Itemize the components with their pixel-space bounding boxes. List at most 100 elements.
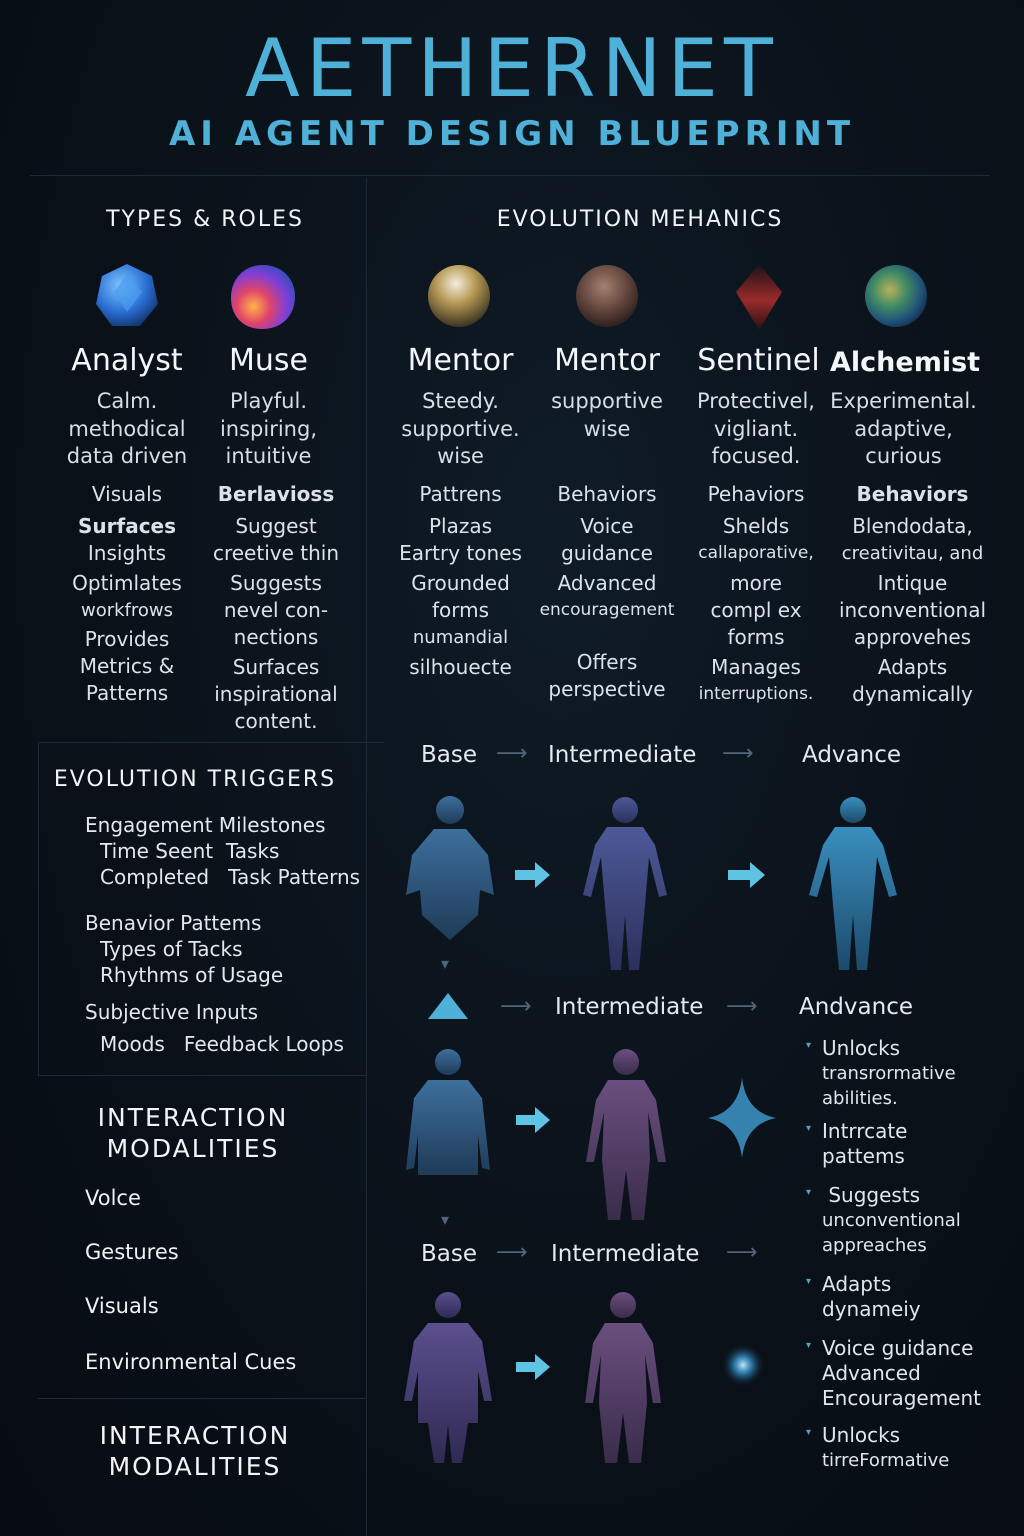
triggers-group-1: Engagement Milestones Time Seent Tasks C… <box>85 812 360 890</box>
interaction-modalities-footer: INTERACTION MODALITIES <box>50 1420 340 1482</box>
bullet-dot-icon: ▾ <box>806 1340 812 1351</box>
list-item: Suggest <box>235 514 317 538</box>
left-divider-1 <box>38 742 384 743</box>
modality-environmental-cues: Environmental Cues <box>85 1350 297 1374</box>
arrow-down-icon: ▾ <box>441 1210 450 1229</box>
figure-intermediate-2 <box>586 1049 666 1220</box>
alchemist-name: Alchemist <box>830 347 981 378</box>
bullet-line: unconventional <box>822 1210 961 1231</box>
list-item: forms <box>727 625 785 649</box>
sentinel-name: Sentinel <box>697 343 820 378</box>
list-item: more <box>730 571 782 595</box>
list-item: creativitau, and <box>841 543 984 564</box>
figure-base-3 <box>404 1292 492 1463</box>
list-item: Pattrens <box>419 482 502 506</box>
bullet-item: ▾ Voice guidance Advanced Encouragement <box>806 1336 1016 1411</box>
bullet-line: appreaches <box>822 1235 927 1256</box>
arrow-right-icon: ⟶ <box>500 994 532 1019</box>
types-roles-heading: TYPES & ROLES <box>106 207 304 232</box>
stage-advance-2: Andvance <box>799 994 913 1020</box>
silhouettes-diagram <box>404 796 897 1463</box>
bullet-line: Unlocks <box>822 1423 901 1447</box>
stage-base-3: Base <box>421 1241 478 1267</box>
trigger-line: Types of Tacks <box>100 937 243 961</box>
list-item: Plazas <box>428 514 493 538</box>
bullet-line: transrormative <box>822 1063 956 1084</box>
triggers-group-3: Subjective Inputs Moods Feedback Loops <box>85 999 344 1057</box>
list-item: callaporative, <box>698 543 814 563</box>
arrow-right-icon: ⟶ <box>722 741 754 766</box>
evolution-mechanics-heading: EVOLUTION MEHANICS <box>496 207 784 232</box>
list-item: Optimlates <box>72 571 182 595</box>
trait-line: Experimental. <box>830 389 977 413</box>
list-item: Grounded <box>411 571 510 595</box>
bullet-dot-icon: ▾ <box>806 1427 812 1438</box>
list-item: Metrics & <box>79 654 175 678</box>
list-item: Voice <box>580 514 634 538</box>
list-item: Adapts <box>877 655 948 679</box>
trait-line: wise <box>583 416 631 441</box>
rainbow-nebula-orb-icon <box>231 265 296 329</box>
list-item: Visuals <box>91 482 163 506</box>
green-nebula-orb-icon <box>865 265 927 327</box>
list-item: inspirational <box>214 682 338 706</box>
list-item: Advanced <box>557 571 657 595</box>
figure-intermediate <box>583 797 667 970</box>
arrow-down-icon: ▾ <box>441 954 450 973</box>
bronze-orb-icon <box>576 265 638 327</box>
list-item: content. <box>234 709 318 733</box>
bullet-line: Adapts <box>822 1272 892 1296</box>
bullet-line: Advanced <box>822 1361 921 1385</box>
stage-intermediate-3: Intermediate <box>551 1241 700 1267</box>
header-divider <box>30 175 990 176</box>
bullet-item: ▾ Unlocks transrormative abilities. <box>806 1036 1016 1111</box>
trait-line: vigliant. <box>713 416 799 441</box>
page-title: AETHERNET <box>245 22 779 115</box>
arrow-right-icon: ⟶ <box>726 994 758 1019</box>
red-crystal-orb-icon <box>736 264 782 330</box>
bullet-line: abilities. <box>822 1088 898 1109</box>
arrow-right-icon: ⟶ <box>496 1240 528 1265</box>
list-item: encouragement <box>539 600 675 620</box>
trait-line: Protectivel, <box>697 389 815 413</box>
trigger-title: Engagement Milestones <box>85 813 326 837</box>
modality-voice: Volce <box>85 1186 141 1210</box>
analyst-traits: Calm. methodical data driven <box>52 388 202 471</box>
list-item: Offers <box>576 650 638 674</box>
stage-intermediate-2: Intermediate <box>555 994 704 1020</box>
heading-line: INTERACTION <box>97 1103 289 1132</box>
list-item: Eartry tones <box>399 541 522 565</box>
bullet-line: dynameiy <box>822 1297 921 1321</box>
mentor-2-items: Behaviors Voice guidance Advanced encour… <box>532 481 682 703</box>
trait-line: Calm. <box>96 389 158 413</box>
list-item: Surfaces <box>232 655 320 679</box>
mentor-1-traits: Steedy. supportive. wise <box>388 388 533 471</box>
sentinel-items: Pehaviors Shelds callaporative, more com… <box>686 481 826 708</box>
list-item: creetive thin <box>212 541 340 565</box>
triggers-group-2: Benavior Pattems Types of Tacks Rhythms … <box>85 910 283 988</box>
trait-line: intuitive <box>225 444 312 468</box>
mentor-1-items: Pattrens Plazas Eartry tones Grounded fo… <box>388 481 533 681</box>
bullet-line: Voice guidance <box>822 1336 974 1360</box>
trigger-line: Time Seent Tasks <box>100 839 280 863</box>
arrow-right-icon <box>516 1354 550 1380</box>
page-subtitle: AI AGENT DESIGN BLUEPRINT <box>168 114 856 154</box>
bullet-item: ▾ Suggests unconventional appreaches <box>806 1183 1016 1258</box>
muse-traits: Playful. inspiring, intuitive <box>196 388 341 471</box>
list-item: Insights <box>87 541 167 565</box>
list-item: nevel con- <box>223 598 329 622</box>
bullet-dot-icon: ▾ <box>806 1040 812 1051</box>
stage-advance-1: Advance <box>802 742 902 768</box>
muse-name: Muse <box>229 343 308 378</box>
list-item: Pehaviors <box>707 482 805 506</box>
figure-intermediate-3 <box>585 1292 661 1463</box>
trait-line: inspiring, <box>219 416 318 441</box>
list-item: silhouecte <box>409 655 512 679</box>
bullet-line: Suggests <box>822 1183 921 1207</box>
bullet-dot-icon: ▾ <box>806 1187 812 1198</box>
list-item: Provides <box>84 627 170 651</box>
bullet-dot-icon: ▾ <box>806 1123 812 1134</box>
alchemist-traits: Experimental. adaptive, curious <box>830 388 977 471</box>
bullet-line: Encouragement <box>822 1386 982 1410</box>
list-item: Blendodata, <box>852 514 973 538</box>
